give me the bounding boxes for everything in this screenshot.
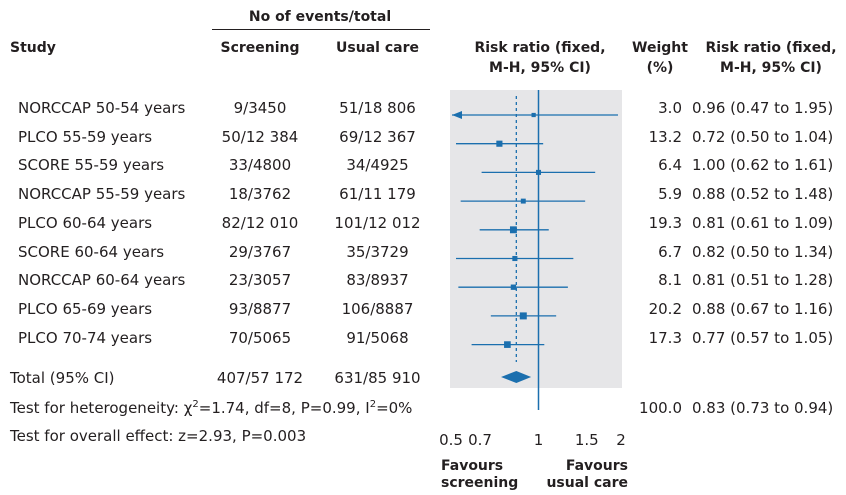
total-label: Total (95% CI) [10,369,115,387]
usual-care-header: Usual care [336,40,419,56]
rr-text-header-2: M-H, 95% CI) [720,60,822,76]
point-estimate [535,169,542,175]
x-tick-label: 1.5 [575,431,599,449]
rr-text-header-1: Risk ratio (fixed, [705,40,837,56]
usual-care-events: 91/5068 [346,329,409,347]
rr-ci-text: 0.82 (0.50 to 1.34) [692,243,834,261]
screening-events: 50/12 384 [221,128,299,146]
heterogeneity-test: Test for heterogeneity: χ2=1.74, df=8, P… [10,399,413,417]
study-name: NORCCAP 55-59 years [18,185,186,203]
screening-events: 93/8877 [228,300,292,318]
total-rr-text: 0.83 (0.73 to 0.94) [692,399,834,417]
weight-value: 6.7 [658,243,682,261]
study-name: PLCO 70-74 years [18,329,153,347]
screening-events: 9/3450 [233,99,287,117]
screening-events: 33/4800 [228,156,292,174]
rr-ci-text: 0.72 (0.50 to 1.04) [692,128,834,146]
weight-value: 13.2 [648,128,682,146]
screening-events: 70/5065 [228,329,292,347]
x-tick-label: 0.5 [439,431,463,449]
ci-arrow [452,111,462,119]
weight-value: 5.9 [658,185,682,203]
usual-care-events: 35/3729 [346,243,409,261]
study-header: Study [10,40,56,56]
point-estimate [531,112,536,118]
usual-care-events: 61/11 179 [339,185,416,203]
study-name: PLCO 55-59 years [18,128,153,146]
x-tick-label: 2 [616,431,626,449]
rr-ci-text: 0.77 (0.57 to 1.05) [692,329,834,347]
usual-care-events: 101/12 012 [334,214,421,232]
total-weight: 100.0 [639,399,682,417]
study-name: SCORE 55-59 years [18,156,165,174]
rr-ci-text: 0.81 (0.61 to 1.09) [692,214,834,232]
point-estimate [512,255,518,262]
favours-left-2: screening [441,475,519,491]
rr-ci-text: 0.88 (0.67 to 1.16) [692,300,834,318]
header-divider [212,29,430,30]
overall-effect-test: Test for overall effect: z=2.93, P=0.003 [10,427,307,445]
screening-events: 29/3767 [228,243,292,261]
point-estimate [509,226,517,234]
total-screening: 407/57 172 [216,369,304,387]
usual-care-events: 34/4925 [346,156,409,174]
weight-value: 19.3 [648,214,682,232]
point-estimate [510,284,517,290]
rr-ci-text: 0.88 (0.52 to 1.48) [692,185,834,203]
x-tick-label: 0.7 [468,431,492,449]
point-estimate [496,140,503,147]
weight-header-2: (%) [646,60,674,76]
study-name: NORCCAP 50-54 years [18,99,186,117]
weight-value: 8.1 [658,271,682,289]
screening-events: 82/12 010 [221,214,299,232]
weight-value: 3.0 [658,99,682,117]
weight-header-1: Weight [632,40,688,56]
point-estimate [519,312,527,320]
weight-value: 20.2 [648,300,682,318]
usual-care-events: 51/18 806 [339,99,416,117]
total-usual: 631/85 910 [334,369,421,387]
rr-ci-text: 0.81 (0.51 to 1.28) [692,271,834,289]
screening-events: 18/3762 [228,185,292,203]
weight-value: 6.4 [658,156,682,174]
x-tick-label: 1 [534,431,544,449]
rr-ci-text: 0.96 (0.47 to 1.95) [692,99,834,117]
usual-care-events: 69/12 367 [339,128,416,146]
rr-plot-header-1: Risk ratio (fixed, [474,40,606,56]
study-name: PLCO 65-69 years [18,300,153,318]
favours-left-1: Favours [441,458,504,474]
events-group-header: No of events/total [248,9,392,25]
pooled-diamond [501,371,532,383]
favours-right-1: Favours [565,458,628,474]
weight-value: 17.3 [648,329,682,347]
usual-care-events: 83/8937 [346,271,409,289]
point-estimate [504,341,511,348]
plot-panel [450,90,622,388]
screening-events: 23/3057 [228,271,292,289]
rr-ci-text: 1.00 (0.62 to 1.61) [692,156,834,174]
rr-plot-header-2: M-H, 95% CI) [489,60,591,76]
usual-care-events: 106/8887 [341,300,414,318]
screening-header: Screening [220,40,300,56]
point-estimate [520,198,526,204]
study-name: NORCCAP 60-64 years [18,271,186,289]
study-name: SCORE 60-64 years [18,243,165,261]
favours-right-2: usual care [546,475,628,491]
study-name: PLCO 60-64 years [18,214,153,232]
